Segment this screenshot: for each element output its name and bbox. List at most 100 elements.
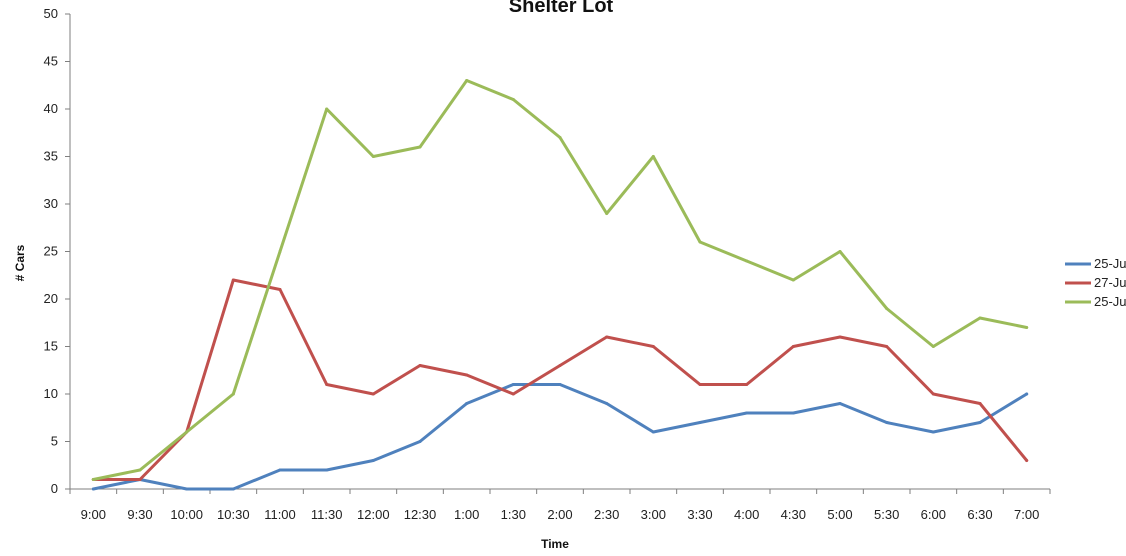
x-tick-label: 12:00 <box>357 507 390 522</box>
data-point <box>278 250 282 253</box>
x-tick-label: 2:00 <box>547 507 572 522</box>
data-point <box>931 430 935 434</box>
legend: 25-Jur 27-Jur 25-Jul <box>1065 256 1126 309</box>
data-point <box>231 487 235 491</box>
x-tick-label: 9:30 <box>127 507 152 522</box>
data-point <box>885 421 889 424</box>
data-point <box>605 402 609 405</box>
data-point <box>511 383 515 386</box>
x-tick-label: 4:30 <box>781 507 806 522</box>
data-point <box>371 459 375 462</box>
data-point <box>465 373 469 377</box>
x-tick-label: 12:30 <box>404 507 437 522</box>
data-point <box>605 335 609 339</box>
data-point <box>325 107 329 111</box>
y-tick-label: 0 <box>51 481 58 496</box>
data-point <box>558 364 562 367</box>
y-axis: 0 5 10 15 20 25 30 35 40 45 50 <box>44 6 71 496</box>
data-point <box>931 345 935 348</box>
data-point <box>931 392 935 396</box>
data-point <box>231 278 235 282</box>
x-tick-label: 5:00 <box>827 507 852 522</box>
data-point <box>558 136 562 139</box>
y-tick-label: 30 <box>44 196 58 211</box>
chart-title: Shelter Lot <box>509 0 614 17</box>
legend-label: 25-Jul <box>1094 294 1126 309</box>
x-tick-label: 6:30 <box>967 507 992 522</box>
data-point <box>185 430 189 434</box>
data-point <box>978 402 982 405</box>
data-point <box>838 402 842 405</box>
data-point <box>418 145 422 149</box>
data-point <box>278 468 282 472</box>
data-point <box>511 98 515 101</box>
y-tick-label: 15 <box>44 339 58 354</box>
data-point <box>185 487 189 491</box>
data-point <box>91 478 95 481</box>
data-point <box>605 212 609 215</box>
data-point <box>838 250 842 253</box>
data-point <box>791 411 795 415</box>
data-point <box>325 468 329 472</box>
data-point <box>791 278 795 282</box>
x-axis-title: Time <box>541 537 569 551</box>
data-point <box>745 259 749 263</box>
data-point <box>651 430 655 434</box>
y-tick-label: 20 <box>44 291 58 306</box>
x-tick-label: 9:00 <box>81 507 106 522</box>
x-tick-label: 2:30 <box>594 507 619 522</box>
data-point <box>371 155 375 158</box>
data-point <box>418 364 422 367</box>
y-tick-label: 25 <box>44 244 58 259</box>
data-point <box>838 335 842 339</box>
data-point <box>745 411 749 415</box>
data-point <box>558 383 562 386</box>
y-axis-title: # Cars <box>13 244 27 281</box>
data-point <box>885 345 889 348</box>
x-tick-label: 6:00 <box>921 507 946 522</box>
data-point <box>138 478 142 481</box>
data-point <box>791 345 795 348</box>
data-point <box>418 440 422 443</box>
data-point <box>698 421 702 424</box>
y-tick-label: 35 <box>44 149 58 164</box>
x-tick-label: 10:00 <box>170 507 203 522</box>
y-tick-label: 50 <box>44 6 58 21</box>
y-tick-label: 40 <box>44 101 58 116</box>
x-tick-label: 4:00 <box>734 507 759 522</box>
data-point <box>698 383 702 386</box>
data-point <box>465 79 469 82</box>
x-axis: 9:00 9:30 10:00 10:30 11:00 11:30 12:00 12:30 1:… <box>69 488 1051 522</box>
data-point <box>698 240 702 244</box>
data-point <box>1025 392 1029 396</box>
series-line <box>91 383 1029 491</box>
x-tick-label: 11:00 <box>264 507 296 522</box>
data-point <box>978 421 982 424</box>
y-tick-label: 5 <box>51 434 58 449</box>
data-point <box>278 288 282 291</box>
series-lines <box>91 79 1029 491</box>
data-point <box>978 316 982 320</box>
x-tick-label: 1:00 <box>454 507 479 522</box>
data-point <box>885 307 889 310</box>
data-point <box>651 155 655 158</box>
data-point <box>325 383 329 386</box>
data-point <box>651 345 655 348</box>
legend-label: 27-Jur <box>1094 275 1126 290</box>
x-tick-label: 3:30 <box>687 507 712 522</box>
data-point <box>371 392 375 396</box>
data-point <box>511 392 515 396</box>
x-tick-label: 10:30 <box>217 507 250 522</box>
data-point <box>465 402 469 405</box>
y-tick-label: 45 <box>44 54 58 69</box>
data-point <box>1025 326 1029 329</box>
x-tick-label: 7:00 <box>1014 507 1039 522</box>
data-point <box>138 468 142 472</box>
data-point <box>745 383 749 386</box>
data-point <box>231 392 235 396</box>
y-tick-label: 10 <box>44 386 58 401</box>
x-tick-label: 5:30 <box>874 507 899 522</box>
data-point <box>1025 459 1029 462</box>
